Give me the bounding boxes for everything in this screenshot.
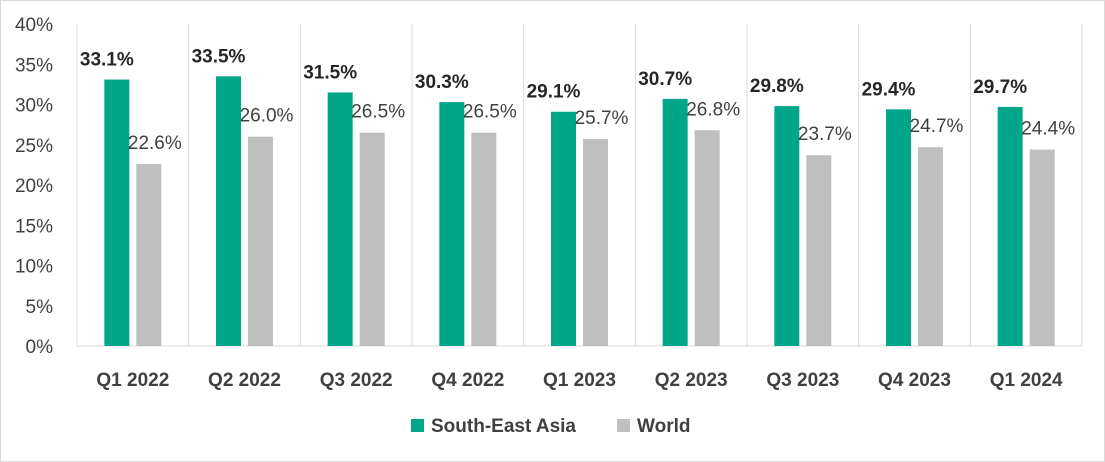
data-label-world: 24.7% [910, 116, 964, 137]
y-tick-label: 5% [26, 297, 54, 318]
y-tick-label: 30% [15, 96, 53, 117]
data-label-world: 24.4% [1021, 119, 1075, 140]
data-label-south-east-asia: 29.1% [527, 82, 581, 103]
x-tick-label: Q1 2022 [96, 370, 169, 391]
bar-south-east-asia [327, 92, 353, 346]
x-tick-label: Q3 2023 [766, 370, 839, 391]
data-label-south-east-asia: 33.5% [192, 46, 246, 67]
bar-south-east-asia [104, 79, 130, 347]
data-label-world: 23.7% [798, 124, 852, 145]
bar-world [1029, 149, 1055, 346]
data-label-south-east-asia: 31.5% [303, 62, 357, 83]
x-tick-label: Q4 2022 [431, 370, 504, 391]
y-tick-label: 25% [15, 136, 53, 157]
legend-swatch-world [617, 419, 630, 432]
bar-south-east-asia [997, 106, 1023, 346]
bar-south-east-asia [774, 106, 800, 346]
bar-world [694, 130, 720, 346]
bar-south-east-asia [439, 102, 465, 347]
bar-world [583, 139, 608, 346]
x-tick-label: Q3 2022 [320, 370, 393, 391]
legend-swatch-south-east-asia [411, 419, 424, 432]
bar-south-east-asia [886, 109, 911, 346]
y-tick-label: 10% [15, 257, 53, 278]
x-tick-label: Q2 2023 [655, 370, 728, 391]
x-tick-label: Q4 2023 [878, 370, 951, 391]
data-label-south-east-asia: 30.3% [415, 72, 469, 93]
bar-world [918, 147, 943, 346]
bar-south-east-asia [551, 111, 576, 347]
bar-world [471, 132, 497, 346]
data-label-world: 26.8% [686, 99, 740, 120]
y-tick-label: 0% [26, 337, 54, 358]
x-tick-label: Q2 2022 [208, 370, 281, 391]
data-label-south-east-asia: 29.4% [862, 79, 916, 100]
bar-world [136, 164, 162, 346]
data-label-south-east-asia: 29.7% [973, 77, 1027, 98]
y-tick-label: 40% [15, 15, 53, 36]
x-tick-label: Q1 2024 [990, 370, 1063, 391]
data-label-world: 26.0% [240, 106, 294, 127]
bar-world [806, 155, 832, 346]
data-label-south-east-asia: 33.1% [80, 50, 134, 71]
legend-label-south-east-asia: South-East Asia [431, 416, 576, 437]
data-label-world: 22.6% [128, 133, 182, 154]
x-tick-label: Q1 2023 [543, 370, 616, 391]
data-label-south-east-asia: 29.8% [750, 76, 804, 97]
bar-south-east-asia [662, 98, 688, 347]
data-label-world: 25.7% [575, 108, 629, 129]
legend-label-world: World [637, 416, 690, 437]
bar-south-east-asia [216, 76, 241, 346]
data-label-south-east-asia: 30.7% [638, 69, 692, 90]
y-tick-label: 35% [15, 55, 53, 76]
bar-world [248, 136, 273, 346]
data-label-world: 26.5% [351, 102, 405, 123]
y-tick-label: 15% [15, 216, 53, 237]
bar-world [359, 132, 385, 346]
y-tick-label: 20% [15, 176, 53, 197]
data-label-world: 26.5% [463, 102, 517, 123]
